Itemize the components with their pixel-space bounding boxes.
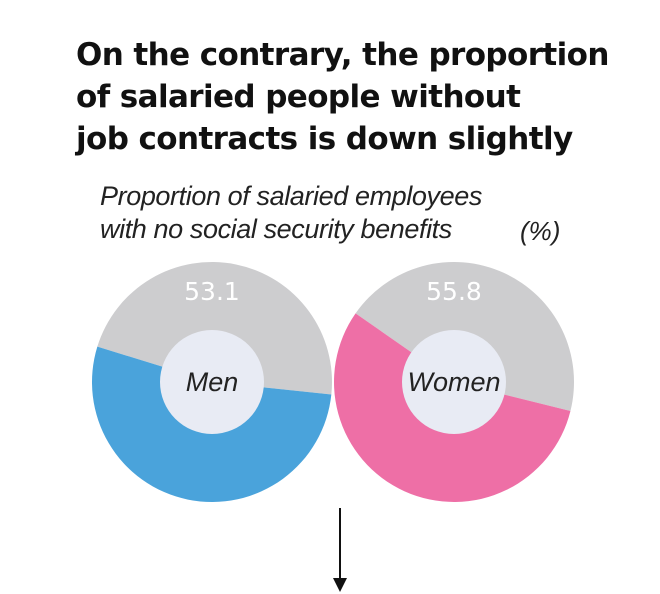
- center-label-women: Women: [407, 367, 500, 397]
- slice-remainder-men: [97, 262, 332, 395]
- value-label-men: 53.1: [184, 277, 240, 306]
- title-line-3: job contracts is down slightly: [76, 121, 573, 157]
- subtitle-line-2: with no social security benefits: [100, 214, 452, 244]
- center-label-men: Men: [186, 367, 239, 397]
- donut-hole-women: [402, 330, 506, 434]
- title-line-1: On the contrary, the proportion: [76, 37, 609, 73]
- title-line-2: of salaried people without: [76, 79, 521, 115]
- donut-men: 53.1 Men: [91, 262, 332, 503]
- page-title: On the contrary, the proportion of salar…: [76, 34, 636, 160]
- donut-women: 55.8 Women: [334, 262, 575, 503]
- value-label-women: 55.8: [426, 277, 482, 306]
- unit-label: (%): [520, 216, 561, 246]
- donut-hole-men: [160, 330, 264, 434]
- subtitle-line-1: Proportion of salaried employees: [100, 181, 482, 211]
- arrow-down-icon: [333, 508, 347, 592]
- chart-subtitle: Proportion of salaried employees with no…: [100, 180, 500, 246]
